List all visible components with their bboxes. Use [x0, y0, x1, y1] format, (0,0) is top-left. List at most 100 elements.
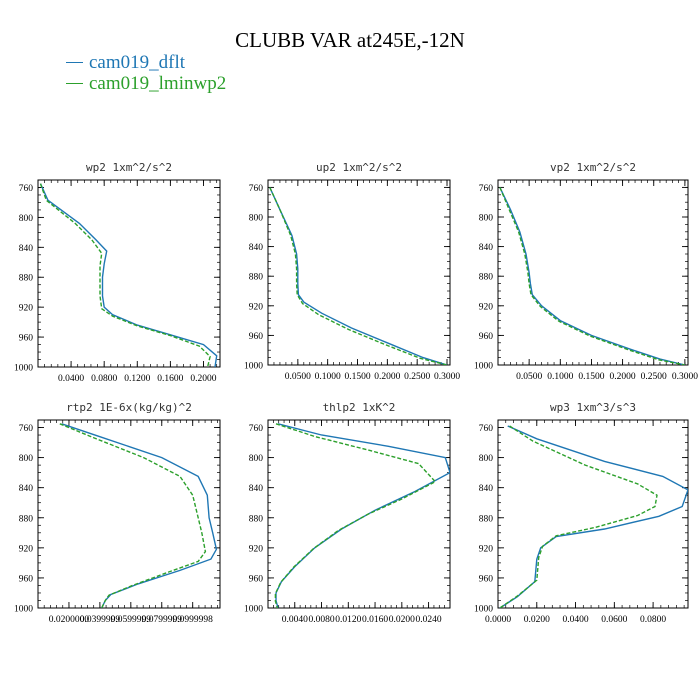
x-tick-label: 0.0600: [601, 615, 627, 625]
x-tick-label: 0.0500: [285, 372, 311, 382]
panel-2: up2 1xm^2/s^2 760 800 840 880 920 960 1000 0.050…: [244, 161, 460, 382]
x-tick-label: 0.0200: [524, 615, 550, 625]
y-tick-label: 880: [19, 274, 34, 284]
panel-title-1: wp2 1xm^2/s^2: [86, 161, 172, 174]
y-tick-label: 760: [479, 424, 494, 434]
x-tick-label: 0.2500: [404, 372, 430, 382]
y-tick-label: 840: [249, 484, 264, 494]
x-tick-label: 0.0400: [562, 615, 588, 625]
y-tick-label: 880: [249, 273, 264, 283]
x-tick-label: 0.2500: [641, 372, 667, 382]
panel-3: vp2 1xm^2/s^2 760 800 840 880 920 960 1000 0.050…: [474, 161, 698, 382]
y-tick-label: 840: [479, 243, 494, 253]
panel-6: wp3 1xm^3/s^3 760 800 840 880 920 960 10000.000…: [474, 401, 689, 625]
series-line-cam019_lminwp2: [59, 423, 207, 608]
series-line-cam019_dflt: [61, 423, 218, 608]
y-tick-label: 960: [479, 574, 494, 584]
legend-label-lminwp2: cam019_lminwp2: [89, 73, 227, 94]
x-tick-label: 0.1600: [157, 374, 183, 384]
panel-title-3: vp2 1xm^2/s^2: [550, 161, 636, 174]
figure-title: CLUBB VAR at245E,-12N: [235, 28, 465, 52]
y-tick-label: 760: [479, 184, 494, 194]
legend-label-dflt: cam019_dflt: [89, 52, 186, 73]
x-tick-label: 0.0040: [282, 615, 308, 625]
x-tick-label: 0.0200: [389, 615, 415, 625]
y-tick-label: 880: [19, 514, 34, 524]
x-tick-label: 0.1000: [547, 372, 573, 382]
y-tick-label: 1000: [474, 362, 493, 372]
x-tick-label: 0.3000: [434, 372, 460, 382]
y-tick-label: 920: [479, 302, 494, 312]
y-tick-label: 800: [19, 454, 34, 464]
series-line-cam019_dflt: [269, 187, 448, 365]
series-line-cam019_lminwp2: [499, 425, 658, 608]
y-tick-label: 760: [249, 184, 264, 194]
legend-swatch-dflt: [66, 62, 83, 63]
y-tick-label: 1000: [14, 605, 33, 615]
x-tick-label: 0.0200000: [49, 615, 90, 625]
panel-title-6: wp3 1xm^3/s^3: [550, 401, 636, 414]
y-tick-label: 800: [249, 454, 264, 464]
y-tick-label: 920: [19, 544, 34, 554]
x-tick-label: 0.0599999: [111, 615, 152, 625]
x-tick-label: 0.3000: [672, 372, 698, 382]
panel-title-4: rtp2 1E-6x(kg/kg)^2: [66, 401, 192, 414]
panel-4: rtp2 1E-6x(kg/kg)^2 760 800 840 880 920 960 100…: [14, 401, 221, 625]
series-line-cam019_lminwp2: [39, 183, 211, 367]
x-tick-label: 0.1500: [578, 372, 604, 382]
x-tick-label: 0.0120: [335, 615, 361, 625]
y-tick-label: 960: [249, 332, 264, 342]
legend: cam019_dflt cam019_lminwp2: [66, 52, 226, 94]
y-tick-label: 800: [19, 214, 34, 224]
y-tick-label: 960: [19, 574, 34, 584]
legend-item-lminwp2: cam019_lminwp2: [66, 73, 226, 94]
y-tick-label: 1000: [474, 605, 493, 615]
x-tick-label: 0.0400: [58, 374, 84, 384]
y-tick-label: 760: [19, 184, 34, 194]
y-tick-label: 840: [19, 244, 34, 254]
y-tick-label: 800: [479, 214, 494, 224]
x-tick-label: 0.2000: [610, 372, 636, 382]
x-tick-label: 0.1200: [124, 374, 150, 384]
x-tick-label: 0.0000: [485, 615, 511, 625]
x-tick-label: 0.2000: [190, 374, 216, 384]
y-tick-label: 760: [19, 424, 34, 434]
x-tick-label: 0.1500: [344, 372, 370, 382]
panel-frame-6: [497, 419, 689, 609]
x-tick-label: 0.0800: [640, 615, 666, 625]
x-tick-label: 0.0500: [516, 372, 542, 382]
x-tick-label: 0.0999998: [173, 615, 214, 625]
x-tick-label: 0.0160: [362, 615, 388, 625]
y-tick-label: 1000: [244, 605, 263, 615]
y-tick-label: 1000: [244, 362, 263, 372]
y-tick-label: 800: [479, 454, 494, 464]
series-line-cam019_lminwp2: [269, 187, 448, 365]
series-line-cam019_dflt: [499, 425, 688, 608]
y-tick-label: 1000: [14, 364, 33, 374]
series-line-cam019_dflt: [39, 183, 218, 367]
y-tick-label: 920: [249, 544, 264, 554]
legend-swatch-lminwp2: [66, 83, 83, 84]
panel-title-2: up2 1xm^2/s^2: [316, 161, 402, 174]
y-tick-label: 920: [19, 304, 34, 314]
y-tick-label: 920: [249, 302, 264, 312]
y-tick-label: 760: [249, 424, 264, 434]
y-tick-label: 880: [479, 273, 494, 283]
y-tick-label: 880: [249, 514, 264, 524]
y-tick-label: 880: [479, 514, 494, 524]
series-line-cam019_dflt: [275, 423, 450, 608]
y-tick-label: 840: [249, 243, 264, 253]
panel-frame-1: [37, 179, 221, 368]
x-tick-label: 0.0399999: [80, 615, 121, 625]
x-tick-label: 0.0080: [308, 615, 334, 625]
x-tick-label: 0.0800: [91, 374, 117, 384]
panel-frame-3: [497, 179, 689, 366]
panel-title-5: thlp2 1xK^2: [323, 401, 396, 414]
panel-frame-2: [267, 179, 451, 366]
y-tick-label: 840: [19, 484, 34, 494]
x-tick-label: 0.0240: [416, 615, 442, 625]
y-tick-label: 840: [479, 484, 494, 494]
series-line-cam019_lminwp2: [274, 423, 437, 608]
